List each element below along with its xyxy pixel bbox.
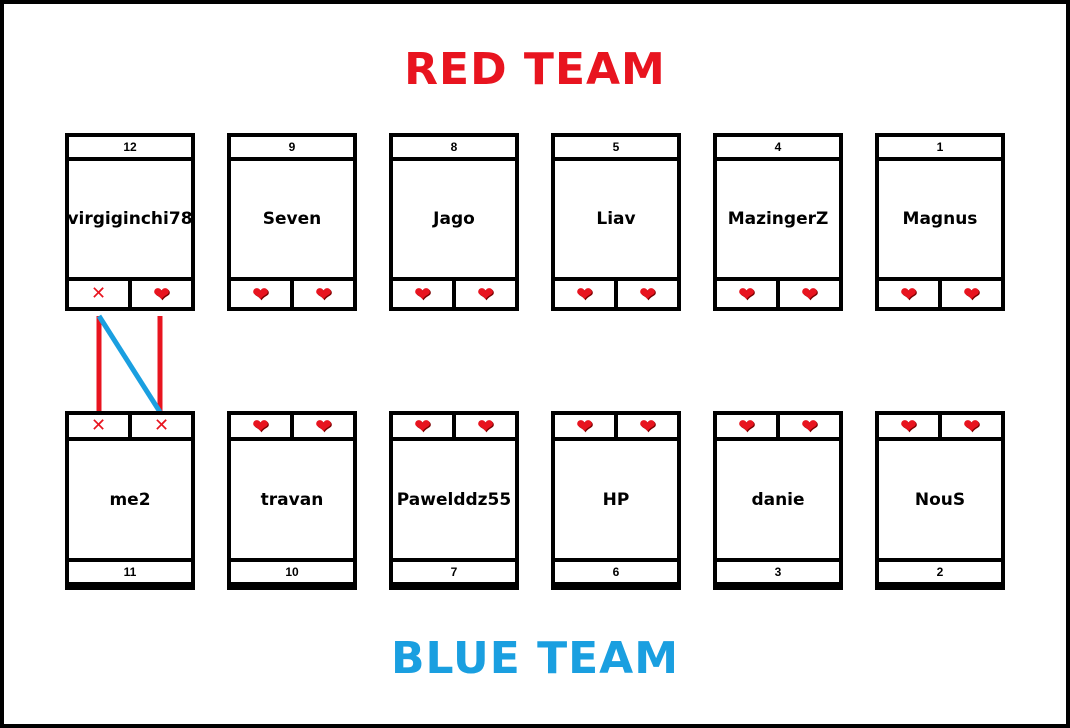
heart-icon: ❤	[900, 414, 917, 438]
life-slot: ❤	[776, 281, 839, 307]
player-lives: ❤ ❤	[879, 415, 1001, 441]
life-slot: ❤	[614, 281, 677, 307]
player-name: Magnus	[879, 161, 1001, 281]
player-number: 8	[393, 137, 515, 161]
player-lives: ❤ ❤	[231, 281, 353, 307]
heart-icon: ❤	[801, 282, 818, 306]
heart-icon: ❤	[738, 414, 755, 438]
player-name: virgiginchi78	[67, 161, 193, 281]
blue-player-card[interactable]: ❤ ❤ HP 6	[551, 411, 681, 590]
blue-player-card[interactable]: ❤ ❤ NouS 2	[875, 411, 1005, 590]
life-slot: ❤	[717, 415, 776, 437]
player-lives: ❤ ❤	[231, 415, 353, 441]
life-slot: ❤	[128, 281, 191, 307]
red-player-card[interactable]: 12 virgiginchi78 ✕ ❤	[65, 133, 195, 311]
heart-icon: ❤	[801, 414, 818, 438]
player-number: 3	[717, 562, 839, 586]
life-slot: ❤	[231, 415, 290, 437]
life-slot: ❤	[555, 281, 614, 307]
blue-player-card[interactable]: ❤ ❤ Pawelddz55 7	[389, 411, 519, 590]
heart-icon: ❤	[315, 414, 332, 438]
cross-icon: ✕	[153, 415, 170, 436]
player-lives: ❤ ❤	[717, 281, 839, 307]
player-name: Liav	[555, 161, 677, 281]
player-lives: ❤ ❤	[555, 281, 677, 307]
red-team-title: RED TEAM	[404, 44, 666, 95]
player-name: NouS	[879, 441, 1001, 562]
cross-icon: ✕	[90, 415, 107, 436]
player-lives: ❤ ❤	[393, 415, 515, 441]
life-slot: ✕	[69, 281, 128, 307]
heart-icon: ❤	[252, 414, 269, 438]
heart-icon: ❤	[252, 282, 269, 306]
player-lives: ❤ ❤	[555, 415, 677, 441]
player-name: Jago	[393, 161, 515, 281]
player-name: MazingerZ	[717, 161, 839, 281]
red-player-card[interactable]: 1 Magnus ❤ ❤	[875, 133, 1005, 311]
life-slot: ❤	[290, 415, 353, 437]
player-name: danie	[717, 441, 839, 562]
life-slot: ❤	[938, 281, 1001, 307]
player-number: 9	[231, 137, 353, 161]
blue-player-card[interactable]: ✕ ✕ me2 11	[65, 411, 195, 590]
player-lives: ❤ ❤	[393, 281, 515, 307]
life-slot: ❤	[879, 415, 938, 437]
cross-icon: ✕	[90, 283, 107, 304]
player-name: Seven	[231, 161, 353, 281]
player-number: 4	[717, 137, 839, 161]
player-lives: ✕ ❤	[69, 281, 191, 307]
heart-icon: ❤	[414, 282, 431, 306]
heart-icon: ❤	[738, 282, 755, 306]
blue-player-card[interactable]: ❤ ❤ danie 3	[713, 411, 843, 590]
life-slot: ❤	[393, 281, 452, 307]
life-slot: ✕	[128, 415, 191, 437]
heart-icon: ❤	[639, 282, 656, 306]
heart-icon: ❤	[639, 414, 656, 438]
life-slot: ❤	[938, 415, 1001, 437]
heart-icon: ❤	[153, 282, 170, 306]
life-slot: ❤	[776, 415, 839, 437]
player-name: HP	[555, 441, 677, 562]
blue-player-card[interactable]: ❤ ❤ travan 10	[227, 411, 357, 590]
player-name: me2	[69, 441, 191, 562]
heart-icon: ❤	[315, 282, 332, 306]
player-number: 7	[393, 562, 515, 586]
player-number: 11	[69, 562, 191, 586]
heart-icon: ❤	[963, 282, 980, 306]
player-lives: ✕ ✕	[69, 415, 191, 441]
heart-icon: ❤	[477, 414, 494, 438]
life-slot: ❤	[452, 281, 515, 307]
life-slot: ❤	[555, 415, 614, 437]
heart-icon: ❤	[900, 282, 917, 306]
red-player-card[interactable]: 5 Liav ❤ ❤	[551, 133, 681, 311]
player-name: travan	[231, 441, 353, 562]
red-player-card[interactable]: 4 MazingerZ ❤ ❤	[713, 133, 843, 311]
life-slot: ❤	[879, 281, 938, 307]
life-slot: ❤	[290, 281, 353, 307]
life-slot: ❤	[231, 281, 290, 307]
player-number: 1	[879, 137, 1001, 161]
heart-icon: ❤	[414, 414, 431, 438]
heart-icon: ❤	[576, 282, 593, 306]
heart-icon: ❤	[576, 414, 593, 438]
life-slot: ❤	[393, 415, 452, 437]
player-name: Pawelddz55	[393, 441, 515, 562]
blue-team-title: BLUE TEAM	[390, 633, 680, 684]
player-lives: ❤ ❤	[717, 415, 839, 441]
heart-icon: ❤	[963, 414, 980, 438]
life-slot: ❤	[614, 415, 677, 437]
red-player-card[interactable]: 9 Seven ❤ ❤	[227, 133, 357, 311]
red-player-card[interactable]: 8 Jago ❤ ❤	[389, 133, 519, 311]
player-number: 2	[879, 562, 1001, 586]
heart-icon: ❤	[477, 282, 494, 306]
life-slot: ❤	[717, 281, 776, 307]
player-number: 12	[69, 137, 191, 161]
life-slot: ❤	[452, 415, 515, 437]
player-number: 6	[555, 562, 677, 586]
player-number: 5	[555, 137, 677, 161]
player-number: 10	[231, 562, 353, 586]
life-slot: ✕	[69, 415, 128, 437]
player-lives: ❤ ❤	[879, 281, 1001, 307]
